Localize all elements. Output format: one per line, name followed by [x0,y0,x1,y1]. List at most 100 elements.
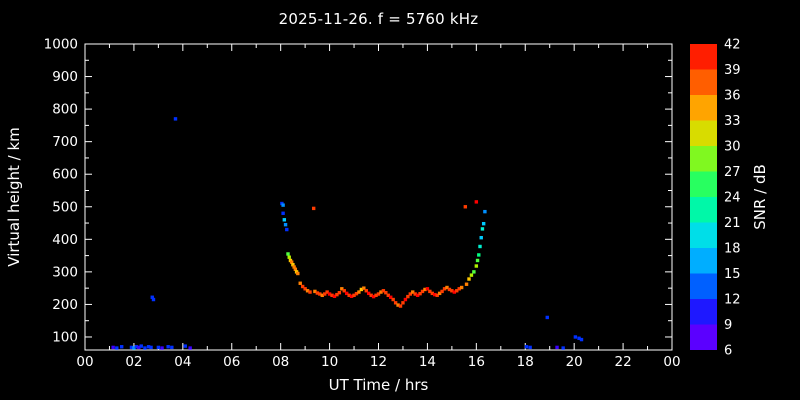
data-point [160,346,164,350]
data-point [156,345,161,350]
colorbar-segment [690,197,717,223]
data-point [452,290,457,294]
data-point [292,265,296,269]
data-point [313,289,317,294]
data-point [354,291,359,296]
colorbar-segment [690,171,717,197]
data-point [332,294,337,298]
x-tick-label: 16 [468,354,485,370]
data-point [418,291,422,296]
data-point [555,345,559,350]
y-axis-label: Virtual height / km [5,127,23,267]
data-point [384,291,388,295]
data-point [415,293,420,298]
data-point [428,289,432,294]
data-point [357,290,361,294]
x-tick-label: 14 [419,354,436,370]
data-point [459,285,464,290]
colorbar-label: SNR / dB [751,164,769,230]
colorbar-tick-label: 39 [724,63,741,78]
chart-title: 2025-11-26. f = 5760 kHz [278,10,479,28]
colorbar-tick-label: 6 [724,344,732,359]
data-point [423,287,427,292]
x-tick-label: 12 [370,354,387,370]
colorbar-tick-label: 27 [724,165,741,180]
colorbar-tick-label: 42 [724,38,741,53]
colorbar-segment [690,120,717,146]
colorbar-segment [690,222,717,248]
data-point [411,290,415,294]
x-tick-label: 04 [174,354,191,370]
data-point [464,282,469,286]
data-point [287,255,291,259]
data-point [303,287,307,291]
data-point [391,297,395,302]
data-point [483,209,487,214]
data-point [315,291,320,295]
data-point [561,346,565,350]
data-point [374,293,378,298]
data-point [403,297,408,302]
data-point [472,270,476,274]
y-tick-label: 200 [52,297,78,313]
data-point [579,337,584,342]
data-point [143,346,147,350]
data-point [442,287,447,291]
data-point [437,291,442,296]
data-point [479,235,483,240]
colorbar-segment [690,324,717,350]
x-tick-label: 02 [125,354,142,370]
data-point [389,295,393,299]
data-point [367,291,371,296]
data-point [477,253,481,257]
colorbar-segment [690,146,717,172]
data-point [577,336,581,340]
colorbar-tick-label: 21 [724,216,741,231]
data-point [474,264,479,268]
data-point [337,291,342,295]
colorbar-segment [690,44,717,70]
data-point [349,294,354,298]
data-point [364,289,368,293]
y-tick-label: 500 [52,199,78,215]
data-point [342,289,346,293]
data-point [291,263,295,267]
data-point [119,345,124,349]
data-point [170,345,174,350]
data-point [166,345,170,349]
data-point [379,290,383,294]
data-point [146,345,151,349]
x-axis-label: UT Time / hrs [328,376,429,394]
data-point [352,293,356,298]
data-point [398,304,403,308]
data-point [435,293,439,298]
data-point [188,346,192,350]
data-point [401,301,405,305]
data-point [318,292,322,296]
data-point [281,203,285,207]
data-point [480,227,485,231]
data-point [139,344,143,348]
data-point [320,293,324,298]
data-point [455,289,459,293]
data-point [447,287,452,292]
data-point [134,345,139,349]
data-point [573,335,578,339]
data-point [289,260,294,264]
data-point [322,292,327,296]
data-point [183,344,187,348]
data-point [281,211,285,215]
colorbar-segment [690,248,717,274]
data-point [528,345,532,350]
data-point [149,345,153,350]
data-point [440,289,444,294]
colorbar-segment [690,299,717,325]
data-point [463,205,468,209]
data-point [469,273,474,277]
data-point [298,281,302,285]
x-tick-label: 10 [321,354,338,370]
x-tick-label: 22 [614,354,631,370]
data-point [296,271,300,276]
data-point [347,293,351,298]
